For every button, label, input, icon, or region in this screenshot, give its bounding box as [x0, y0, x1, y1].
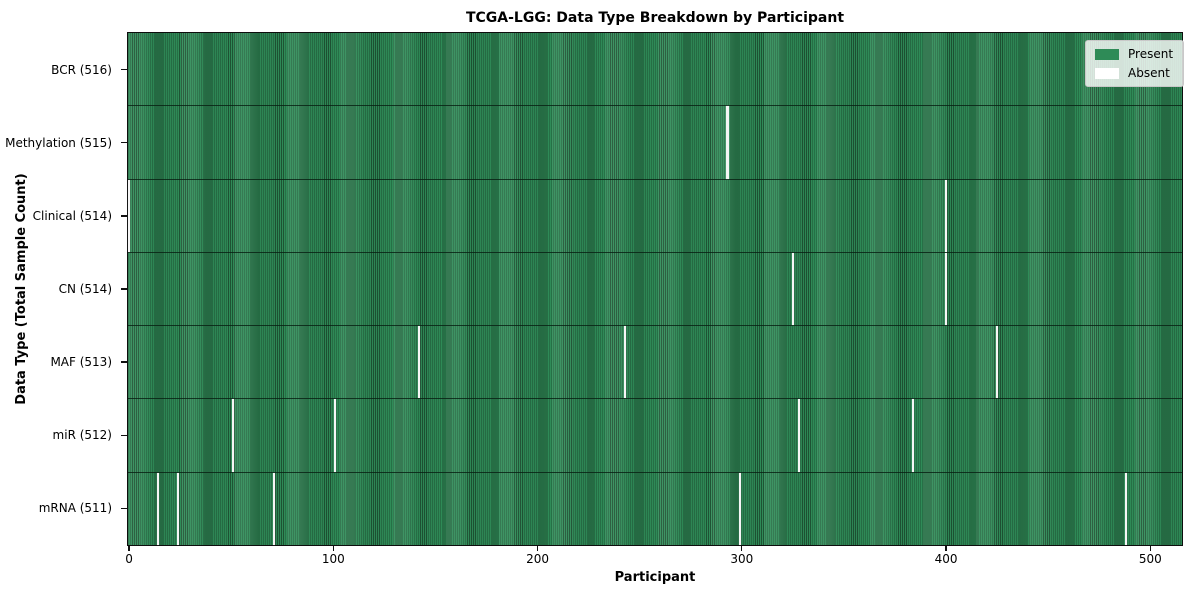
absent-line [127, 179, 131, 252]
x-tick-mark [536, 546, 539, 551]
absent-line [1124, 472, 1127, 545]
x-tick-mark [128, 546, 130, 551]
heatmap-row-mrna [128, 472, 1182, 545]
heatmap-row-mir [128, 399, 1182, 473]
legend-swatch-present-icon [1095, 48, 1119, 60]
absent-line [726, 106, 729, 179]
y-tick-mark [121, 142, 127, 144]
heatmap-row-cn [128, 252, 1182, 327]
x-tick-label: 500 [1138, 552, 1162, 566]
legend-entry-absent: Absent [1095, 66, 1173, 80]
absent-line [945, 252, 948, 326]
legend-label-absent: Absent [1128, 66, 1170, 80]
heatmap-row-maf [128, 326, 1182, 400]
absent-line [232, 399, 235, 472]
absent-line [791, 252, 794, 326]
y-tick-mark [121, 507, 127, 510]
legend-entry-present: Present [1095, 47, 1173, 61]
y-tick-label: BCR (516) [51, 62, 112, 77]
y-tick-mark [121, 68, 127, 71]
x-tick-mark [945, 546, 947, 551]
legend: Present Absent [1085, 40, 1185, 87]
y-tick-label: miR (512) [52, 428, 112, 443]
y-tick-label: Methylation (515) [5, 135, 112, 150]
x-tick-mark [1149, 546, 1151, 551]
absent-line [996, 326, 999, 399]
x-axis-label: Participant [614, 570, 696, 585]
heatmap-row-methylation [128, 106, 1182, 180]
heatmap-row-clinical [127, 179, 1182, 253]
y-tick-label: MAF (513) [50, 355, 112, 370]
y-tick-label: CN (514) [58, 282, 112, 296]
absent-line [156, 472, 159, 545]
heatmap-row-bcr [128, 33, 1182, 107]
absent-line [624, 326, 627, 399]
x-tick-label: 200 [526, 552, 549, 566]
y-tick-mark [121, 288, 127, 290]
x-tick-label: 0 [125, 552, 133, 566]
legend-swatch-absent-icon [1095, 67, 1119, 79]
absent-line [272, 472, 276, 545]
legend-label-present: Present [1128, 47, 1174, 61]
absent-line [176, 472, 180, 545]
y-tick-label: Clinical (514) [32, 208, 112, 223]
x-tick-label: 400 [934, 552, 958, 566]
y-tick-mark [121, 215, 127, 217]
x-tick-mark [332, 546, 334, 551]
x-tick-label: 300 [730, 552, 754, 566]
absent-line [418, 326, 421, 399]
plot-area [127, 32, 1183, 546]
absent-line [945, 179, 948, 252]
y-tick-mark [121, 434, 127, 436]
y-tick-label: mRNA (511) [38, 501, 112, 516]
y-tick-mark [121, 361, 127, 363]
absent-line [738, 472, 741, 545]
x-tick-mark [741, 546, 743, 551]
x-tick-label: 100 [321, 552, 345, 566]
absent-line [334, 399, 337, 472]
chart-title: TCGA-LGG: Data Type Breakdown by Partici… [465, 10, 845, 26]
absent-line [912, 399, 915, 472]
absent-line [797, 399, 801, 472]
